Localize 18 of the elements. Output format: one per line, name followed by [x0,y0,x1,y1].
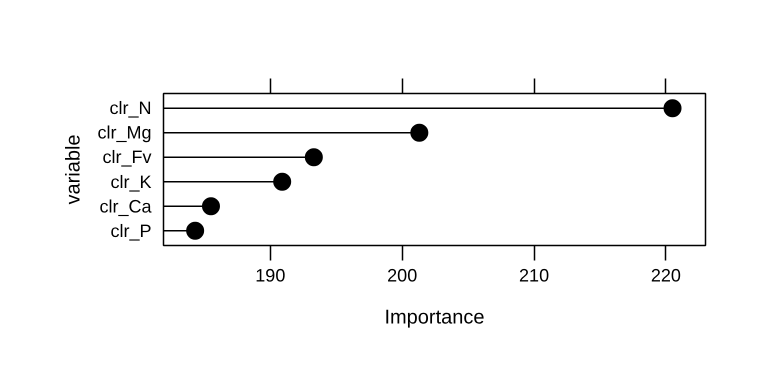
y-tick-label: clr_N [109,98,152,118]
point [186,222,204,240]
y-tick-label: clr_Ca [99,196,152,216]
point [664,99,682,118]
y-tick-label: clr_K [110,172,152,192]
y-tick-label: clr_Mg [97,122,152,143]
point [410,124,428,142]
y-tick-label: clr_Fv [102,147,152,168]
x-tick-label: 200 [387,266,418,286]
point [273,172,292,191]
y-axis-title: variable [62,134,84,205]
x-tick-label: 190 [255,266,286,286]
x-tick-label: 210 [519,266,550,286]
x-axis-title: Importance [384,306,485,328]
x-tick-label: 220 [650,266,681,286]
y-tick-label: clr_P [110,220,152,241]
point [304,148,323,166]
point [202,197,220,216]
